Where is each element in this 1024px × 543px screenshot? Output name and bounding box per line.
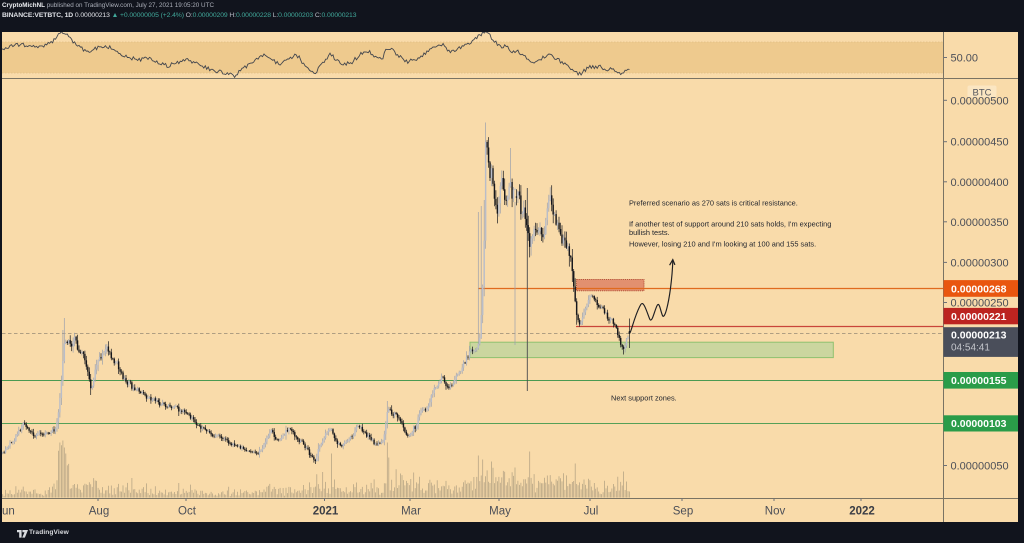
svg-text:If another test of support aro: If another test of support around 210 sa… <box>629 219 831 228</box>
svg-text:2022: 2022 <box>849 506 875 518</box>
svg-text:Oct: Oct <box>178 506 197 518</box>
svg-text:Preferred scenario as 270 sats: Preferred scenario as 270 sats is critic… <box>629 199 798 208</box>
svg-text:0.00000300: 0.00000300 <box>951 257 1009 269</box>
svg-text:Sep: Sep <box>673 506 693 518</box>
svg-text:May: May <box>489 506 511 518</box>
svg-text:Mar: Mar <box>401 506 421 518</box>
svg-text:0.00000050: 0.00000050 <box>951 461 1009 473</box>
svg-text:0.00000500: 0.00000500 <box>951 95 1009 107</box>
svg-text:0.00000450: 0.00000450 <box>951 137 1009 149</box>
svg-text:50.00: 50.00 <box>951 53 979 65</box>
svg-text:0.00000400: 0.00000400 <box>951 177 1009 189</box>
svg-text:However, losing 210 and I'm lo: However, losing 210 and I'm looking at 1… <box>629 240 816 249</box>
svg-text:0.00000268: 0.00000268 <box>951 283 1007 295</box>
svg-text:2021: 2021 <box>313 506 339 518</box>
svg-text:Nov: Nov <box>765 506 786 518</box>
svg-text:0.00000155: 0.00000155 <box>951 375 1007 387</box>
svg-text:0.00000221: 0.00000221 <box>951 311 1007 323</box>
svg-text:0.00000103: 0.00000103 <box>951 418 1007 430</box>
svg-text:un: un <box>2 506 15 518</box>
svg-text:BTC: BTC <box>973 87 992 98</box>
svg-text:0.00000250: 0.00000250 <box>951 298 1009 310</box>
svg-text:0.00000350: 0.00000350 <box>951 217 1009 229</box>
svg-text:Next support zones.: Next support zones. <box>611 393 677 402</box>
svg-text:Jul: Jul <box>584 506 599 518</box>
svg-text:04:54:41: 04:54:41 <box>951 343 990 354</box>
svg-text:Aug: Aug <box>89 506 109 518</box>
svg-text:0.00000213: 0.00000213 <box>951 329 1007 341</box>
svg-text:bullish tests.: bullish tests. <box>629 228 670 237</box>
